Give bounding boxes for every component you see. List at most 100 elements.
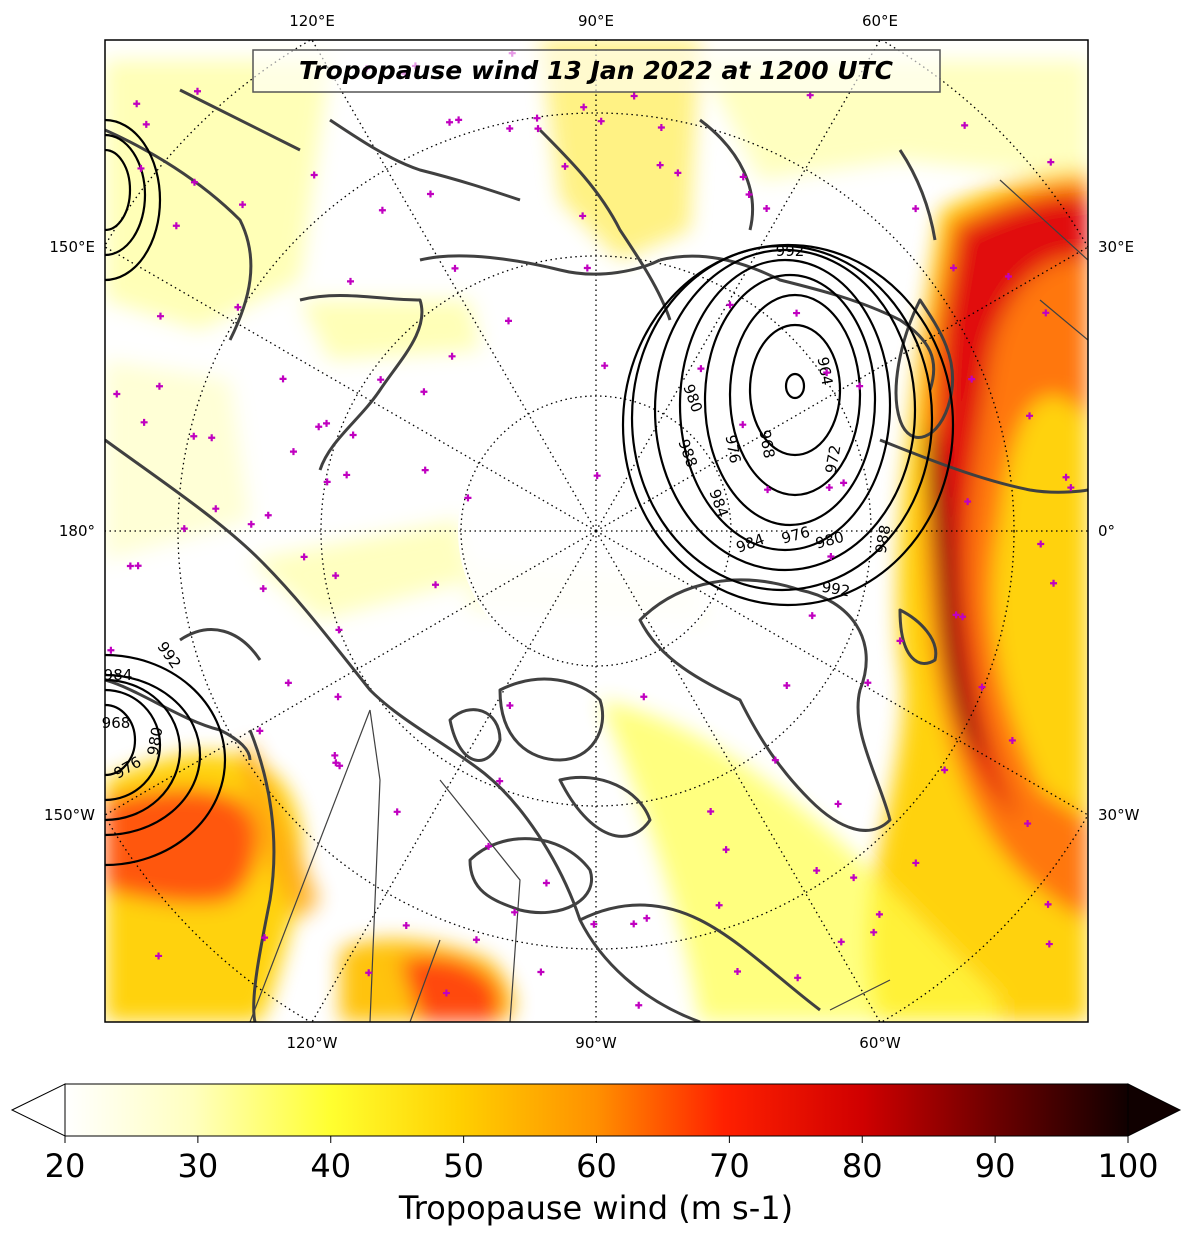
colorbar-tick-label: 90 — [975, 1147, 1016, 1185]
station-marker — [402, 921, 410, 929]
station-marker — [837, 938, 845, 946]
colorbar-tick-label: 20 — [45, 1147, 86, 1185]
contour-label: 984 — [104, 666, 133, 684]
station-marker — [739, 421, 747, 429]
station-marker — [349, 431, 357, 439]
station-marker — [1050, 579, 1058, 587]
station-marker — [722, 846, 730, 854]
colorbar-tick-label: 60 — [576, 1147, 617, 1185]
station-marker — [640, 693, 648, 701]
station-marker — [580, 103, 588, 111]
station-marker — [1067, 484, 1075, 492]
contour-label: 972 — [822, 443, 845, 474]
station-marker — [864, 679, 872, 687]
station-marker — [635, 1001, 643, 1009]
station-marker — [715, 901, 723, 909]
station-marker — [912, 859, 920, 867]
station-marker — [472, 936, 480, 944]
station-marker — [674, 169, 682, 177]
contour-label: 964 — [814, 355, 837, 386]
station-marker — [537, 968, 545, 976]
colorbar-label: Tropopause wind (m s-1) — [398, 1189, 793, 1227]
station-marker — [113, 390, 121, 398]
station-marker — [504, 317, 512, 325]
station-marker — [657, 123, 665, 131]
station-marker — [959, 613, 967, 621]
station-marker — [336, 762, 344, 770]
station-marker — [533, 114, 541, 122]
station-marker — [421, 466, 429, 474]
station-marker — [739, 173, 747, 181]
station-marker — [952, 611, 960, 619]
station-marker — [850, 874, 858, 882]
colorbar-ticks: 20 30 40 50 60 70 80 90 100 — [45, 1136, 1159, 1185]
station-marker — [193, 87, 201, 95]
station-marker — [1044, 900, 1052, 908]
contour-label: 968 — [102, 714, 131, 732]
station-marker — [590, 920, 598, 928]
station-marker — [1004, 272, 1012, 280]
station-marker — [142, 120, 150, 128]
station-marker — [511, 908, 519, 916]
station-marker — [1008, 736, 1016, 744]
lon-label-right-0: 0° — [1098, 522, 1115, 540]
station-marker — [264, 511, 272, 519]
station-marker — [1026, 412, 1034, 420]
station-marker — [334, 693, 342, 701]
station-marker — [1024, 820, 1032, 828]
map-title: Tropopause wind 13 Jan 2022 at 1200 UTC — [299, 56, 894, 85]
colorbar-gradient — [65, 1084, 1128, 1136]
station-marker — [261, 934, 269, 942]
station-marker — [763, 205, 771, 213]
station-marker — [107, 646, 115, 654]
station-marker — [208, 434, 216, 442]
station-marker — [464, 494, 472, 502]
station-marker — [256, 727, 264, 735]
station-marker — [190, 178, 198, 186]
station-marker — [783, 682, 791, 690]
station-marker — [455, 116, 463, 124]
lon-label-bottom-60w: 60°W — [859, 1034, 901, 1052]
station-marker — [870, 928, 878, 936]
station-marker — [825, 484, 833, 492]
station-marker — [579, 212, 587, 220]
lon-label-right-30w: 30°W — [1098, 806, 1140, 824]
colorbar-tick-label: 100 — [1097, 1147, 1158, 1185]
map-frame — [104, 39, 1089, 1023]
station-marker — [212, 505, 220, 513]
station-marker — [451, 264, 459, 272]
station-marker — [137, 164, 145, 172]
station-marker — [978, 683, 986, 691]
colorbar-tick-label: 70 — [709, 1147, 750, 1185]
longitude-labels: 120°E 90°E 60°E 120°W 90°W 60°W 150°E 18… — [44, 12, 1140, 1052]
station-marker — [234, 303, 242, 311]
station-marker — [365, 969, 373, 977]
station-marker — [239, 201, 247, 209]
station-marker — [378, 206, 386, 214]
station-marker — [442, 989, 450, 997]
station-marker — [172, 222, 180, 230]
station-marker — [733, 968, 741, 976]
station-marker — [601, 362, 609, 370]
station-marker — [794, 974, 802, 982]
coastlines — [105, 88, 1088, 1022]
station-marker — [1047, 158, 1055, 166]
station-marker — [806, 91, 814, 99]
station-marker — [949, 264, 957, 272]
station-marker — [134, 562, 142, 570]
station-marker — [279, 375, 287, 383]
title-box — [252, 49, 941, 93]
station-marker — [155, 952, 163, 960]
station-marker — [856, 382, 864, 390]
station-marker — [823, 369, 831, 377]
station-marker — [813, 867, 821, 875]
station-marker — [583, 264, 591, 272]
station-marker — [656, 161, 664, 169]
station-marker — [377, 376, 385, 384]
lon-label-left-180: 180° — [59, 522, 95, 540]
pressure-contours — [105, 118, 955, 867]
colorbar-tick-label: 80 — [842, 1147, 883, 1185]
